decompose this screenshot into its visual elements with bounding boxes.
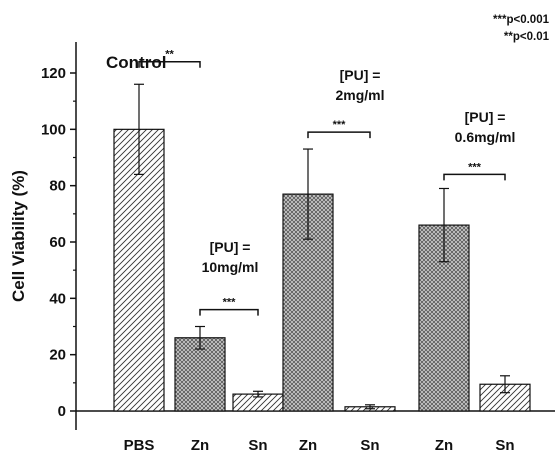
y-tick-label: 60 <box>49 234 66 251</box>
significance-bracket <box>307 131 371 139</box>
significance-stars: *** <box>223 297 237 309</box>
error-bars <box>134 83 510 410</box>
significance-stars: ** <box>165 49 174 61</box>
significance-legend: ***p<0.001 **p<0.01 <box>493 14 550 43</box>
y-tick-label: 80 <box>49 178 66 195</box>
category-label: PBS <box>124 437 155 451</box>
annotation-group3-line1: [PU] = <box>465 109 506 125</box>
bar-zn <box>174 337 226 412</box>
significance-bracket <box>199 308 259 316</box>
y-axis-title: Cell Viability (%) <box>9 170 28 302</box>
annotation-group1-line1: [PU] = <box>210 239 251 255</box>
y-tick-label: 40 <box>49 290 66 307</box>
significance-bracket <box>138 60 201 68</box>
category-label: Sn <box>248 437 267 451</box>
legend-p001: ***p<0.001 <box>493 14 550 26</box>
category-label: Zn <box>435 437 453 451</box>
y-tick-label: 100 <box>41 121 66 138</box>
significance-stars: *** <box>468 161 482 173</box>
annotation-group2-line2: 2mg/ml <box>335 87 384 103</box>
annotation-control: Control <box>106 53 166 72</box>
category-label: Zn <box>299 437 317 451</box>
category-labels: PBS Zn Sn Zn Sn Zn Sn <box>124 437 515 451</box>
annotations: Control [PU] = 10mg/ml [PU] = 2mg/ml [PU… <box>106 53 515 275</box>
y-tick-label: 20 <box>49 347 66 364</box>
significance-stars: *** <box>333 119 347 131</box>
bar-pbs <box>113 128 165 412</box>
annotation-group2-line1: [PU] = <box>340 67 381 83</box>
legend-p01: **p<0.01 <box>504 31 550 43</box>
y-tick-label: 120 <box>41 65 66 82</box>
significance-bracket <box>443 173 506 181</box>
axes: 0 20 40 60 80 100 120 Cell Viability (%) <box>9 42 555 430</box>
category-label: Zn <box>191 437 209 451</box>
y-tick-label: 0 <box>58 403 66 420</box>
category-label: Sn <box>495 437 514 451</box>
significance-brackets: *********** <box>138 49 506 316</box>
annotation-group3-line2: 0.6mg/ml <box>455 129 516 145</box>
bars <box>113 128 531 412</box>
category-label: Sn <box>360 437 379 451</box>
annotation-group1-line2: 10mg/ml <box>202 259 259 275</box>
